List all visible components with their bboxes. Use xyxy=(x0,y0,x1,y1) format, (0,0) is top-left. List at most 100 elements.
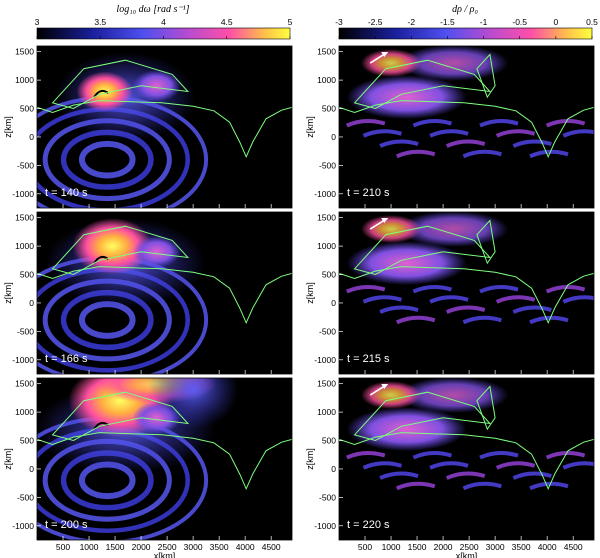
x-tick-label: 3000 xyxy=(184,542,203,552)
y-tick-label: 1000 xyxy=(15,241,34,251)
wave-ring xyxy=(78,140,136,179)
x-tick-label: 2500 xyxy=(158,542,177,552)
density-streak xyxy=(529,315,569,325)
density-streak xyxy=(529,149,569,159)
right-colorbar-tick-label: 0.5 xyxy=(586,17,598,27)
density-streak xyxy=(529,481,569,491)
mag-spot xyxy=(132,235,181,268)
y-tick-label: 1500 xyxy=(317,47,336,57)
y-axis-label: z[km] xyxy=(3,116,13,138)
wave-region xyxy=(148,378,239,430)
density-streak xyxy=(429,129,469,138)
density-streak xyxy=(395,481,436,491)
contour-loop xyxy=(476,53,496,99)
right-colorbar-tick-label: -3 xyxy=(335,17,343,27)
hot-spot xyxy=(72,218,153,275)
density-streak xyxy=(479,119,519,128)
time-label: t = 210 s xyxy=(347,187,390,199)
y-axis-label: z[km] xyxy=(3,448,13,470)
contour-loop xyxy=(353,391,492,442)
contour-loop xyxy=(51,59,190,110)
y-tick-label: 500 xyxy=(20,104,34,114)
density-streak xyxy=(395,315,436,325)
time-label: t = 140 s xyxy=(45,187,88,199)
y-tick-label: 1500 xyxy=(317,379,336,389)
x-tick-label: 4000 xyxy=(236,542,255,552)
right-colorbar-tick-label: -2.5 xyxy=(368,17,383,27)
density-streak xyxy=(412,285,452,294)
density-peak xyxy=(361,381,422,410)
y-tick-label: 0 xyxy=(331,464,336,474)
density-streak xyxy=(445,139,486,148)
density-streak xyxy=(512,139,552,148)
y-tick-label: 500 xyxy=(20,436,34,446)
x-axis-label: x[km] xyxy=(456,551,478,558)
right-colorbar-tick-label: -1 xyxy=(480,17,488,27)
x-tick-label: 1000 xyxy=(382,542,401,552)
x-tick-label: 1000 xyxy=(80,542,99,552)
y-tick-label: -1000 xyxy=(12,521,34,531)
right-colorbar-label: dρ / ρ₀ xyxy=(452,4,478,15)
density-streak xyxy=(462,481,502,491)
x-tick-label: 2500 xyxy=(460,542,479,552)
density-streak xyxy=(462,149,502,159)
arrow-head-icon xyxy=(381,384,389,390)
x-tick-label: 1500 xyxy=(106,542,125,552)
y-tick-label: -500 xyxy=(319,326,336,336)
x-tick-label: 3500 xyxy=(210,542,229,552)
panel-2: 150010005000-500-10005001000150020002500… xyxy=(305,45,595,229)
y-axis-label: z[km] xyxy=(3,282,13,304)
y-tick-label: -1000 xyxy=(12,355,34,365)
density-streak xyxy=(545,119,586,128)
panel-6: 1500 1000 500 0 -500 -1000 500 1000 1500 2000 2500… xyxy=(305,377,595,558)
y-tick-label: -500 xyxy=(17,492,34,502)
mag-spot xyxy=(132,69,181,102)
density-streak xyxy=(412,451,452,460)
x-tick-label: 4500 xyxy=(564,542,583,552)
density-streak xyxy=(445,471,486,480)
contour-loop xyxy=(476,219,496,265)
x-tick-label: 2000 xyxy=(434,542,453,552)
y-tick-label: 0 xyxy=(29,132,34,142)
panel-5: 1500 1000 500 0 -500 -1000 500 1000 1500 2000 2500… xyxy=(3,377,293,558)
time-label: t = 215 s xyxy=(347,353,390,365)
density-streak xyxy=(345,119,386,128)
x-tick-label: 2000 xyxy=(132,542,151,552)
x-tick-label: 4000 xyxy=(538,542,557,552)
left-colorbar-tick-label: 4 xyxy=(161,17,166,27)
x-tick-label: 1500 xyxy=(408,542,427,552)
x-tick-label: 3500 xyxy=(512,542,531,552)
y-axis-label: z[km] xyxy=(305,282,315,304)
density-streak xyxy=(379,305,419,314)
y-tick-label: -500 xyxy=(319,492,336,502)
right-colorbar-tick-label: -2 xyxy=(408,17,416,27)
left-colorbar-tick-label: 3 xyxy=(35,17,40,27)
panel-3: 150010005000-500-10005001000150020002500… xyxy=(3,211,293,395)
density-streak xyxy=(512,471,552,480)
panel-frame xyxy=(338,45,595,209)
density-region xyxy=(398,212,509,248)
left-colorbar: log₁₀ dω [rad s⁻¹] 3 3.5 4 4.5 5 xyxy=(35,4,293,40)
y-tick-label: 1000 xyxy=(317,75,336,85)
y-tick-label: -500 xyxy=(17,326,34,336)
time-label: t = 200 s xyxy=(45,519,88,531)
y-tick-label: 1500 xyxy=(317,213,336,223)
density-streak xyxy=(479,451,519,460)
density-region xyxy=(346,75,467,120)
contour-loop xyxy=(476,385,496,431)
density-streak xyxy=(445,305,486,314)
y-tick-label: 500 xyxy=(20,270,34,280)
y-tick-label: 0 xyxy=(29,298,34,308)
density-streak xyxy=(562,461,594,470)
y-tick-label: -1000 xyxy=(314,355,336,365)
density-region xyxy=(346,407,467,452)
y-tick-label: -1000 xyxy=(314,521,336,531)
y-tick-label: 500 xyxy=(322,270,336,280)
density-streak xyxy=(462,315,502,325)
density-streak xyxy=(545,451,586,460)
y-tick-label: -500 xyxy=(17,160,34,170)
right-colorbar-tick-label: 0 xyxy=(553,17,558,27)
density-streak xyxy=(412,119,452,128)
density-streak xyxy=(395,149,436,159)
